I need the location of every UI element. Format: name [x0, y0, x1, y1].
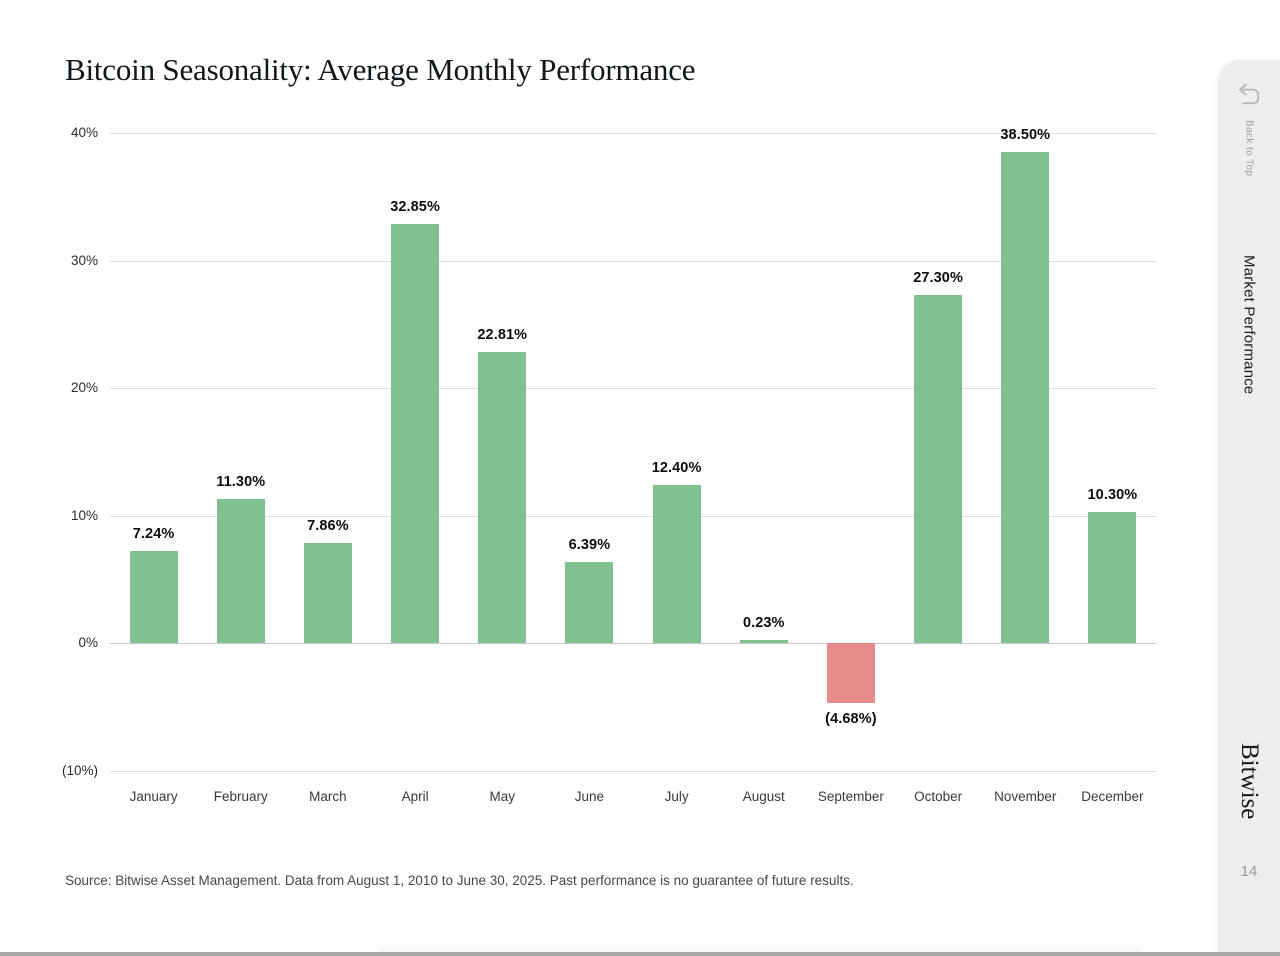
x-axis-tick-label: August	[742, 789, 785, 804]
bar-june	[565, 561, 614, 644]
x-axis-tick-label: January	[129, 789, 178, 804]
x-axis-tick-label: November	[994, 789, 1057, 804]
right-sidebar: Back to Top Market Performance Bitwise 1…	[1218, 60, 1280, 956]
y-axis-tick-label: 0%	[78, 635, 98, 651]
bar-april	[391, 224, 440, 644]
x-axis-tick-label: April	[401, 789, 429, 804]
bar-august	[739, 640, 788, 644]
x-axis-tick-label: March	[309, 789, 347, 804]
bar-september	[826, 643, 875, 704]
bar-value-label: 7.24%	[132, 526, 175, 543]
gridline	[110, 260, 1156, 262]
bottom-shadow	[380, 942, 1140, 952]
bar-may	[478, 352, 527, 644]
gridline	[110, 388, 1156, 390]
bar-november	[1001, 152, 1050, 644]
bar-value-label: 22.81%	[477, 327, 528, 344]
x-axis-tick-label: September	[817, 789, 884, 804]
back-to-top-label[interactable]: Back to Top	[1243, 120, 1255, 177]
page-number: 14	[1240, 863, 1258, 880]
gridline	[110, 133, 1156, 134]
bar-value-label: 6.39%	[568, 536, 611, 553]
x-axis-tick-label: February	[213, 789, 268, 804]
bar-value-label: 27.30%	[913, 270, 963, 287]
bar-march	[303, 543, 352, 644]
plot-area: 40% 30% 20% 10% 0% (10%) 7.24% January 11.30% Feb…	[62, 125, 1156, 804]
bar-january	[129, 551, 178, 644]
bar-july	[652, 485, 701, 644]
x-axis-tick-label: October	[914, 789, 963, 804]
x-axis-tick-label: May	[489, 789, 516, 804]
x-axis-tick-label: December	[1081, 789, 1144, 804]
page-title: Bitcoin Seasonality: Average Monthly Per…	[65, 52, 696, 87]
sidebar-section-market-performance[interactable]: Market Performance	[1240, 255, 1258, 395]
x-axis-tick-label: June	[574, 789, 605, 804]
source-note: Source: Bitwise Asset Management. Data f…	[65, 873, 854, 888]
bar-value-label: 38.50%	[1000, 127, 1051, 144]
y-axis-tick-label: 20%	[70, 380, 98, 396]
gridline	[110, 771, 1156, 772]
gridline	[110, 515, 1156, 517]
return-arrow-icon	[1236, 82, 1262, 109]
y-axis-tick-label: 10%	[70, 507, 98, 523]
bar-value-label: 10.30%	[1087, 486, 1138, 503]
bitwise-logo: Bitwise	[1236, 743, 1263, 820]
back-to-top-button[interactable]	[1234, 80, 1264, 110]
bar-value-label: 11.30%	[216, 474, 266, 491]
bar-october	[914, 295, 963, 644]
bar-value-label: 12.40%	[651, 460, 702, 477]
bar-value-label: 7.86%	[307, 518, 349, 535]
y-axis-tick-label: 40%	[70, 125, 98, 140]
bar-value-label: (4.68%)	[825, 711, 877, 728]
bar-december	[1088, 511, 1137, 644]
y-axis-tick-label: 30%	[70, 252, 98, 268]
y-axis-tick-label: (10%)	[61, 763, 98, 778]
bar-value-label: 32.85%	[390, 199, 440, 216]
gridline	[110, 643, 1156, 645]
window-bottom-edge	[0, 952, 1280, 956]
x-axis-tick-label: July	[664, 789, 689, 804]
bar-february	[216, 499, 265, 644]
bar-value-label: 0.23%	[742, 615, 785, 632]
